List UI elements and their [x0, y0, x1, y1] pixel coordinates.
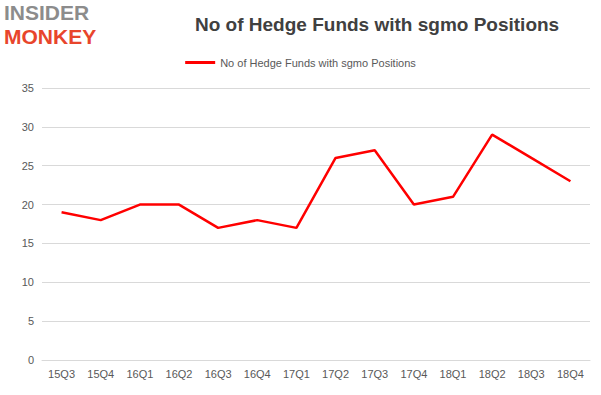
svg-text:15Q4: 15Q4 — [87, 368, 114, 380]
svg-text:17Q1: 17Q1 — [283, 368, 310, 380]
svg-text:16Q4: 16Q4 — [244, 368, 271, 380]
svg-text:17Q2: 17Q2 — [322, 368, 349, 380]
svg-text:INSIDER: INSIDER — [4, 1, 89, 24]
svg-text:30: 30 — [22, 121, 34, 133]
svg-text:18Q4: 18Q4 — [557, 368, 584, 380]
svg-text:No of Hedge Funds with sgmo Po: No of Hedge Funds with sgmo Positions — [195, 14, 559, 35]
svg-text:20: 20 — [22, 199, 34, 211]
svg-text:18Q2: 18Q2 — [479, 368, 506, 380]
svg-text:16Q2: 16Q2 — [166, 368, 193, 380]
svg-text:15: 15 — [22, 237, 34, 249]
svg-text:35: 35 — [22, 82, 34, 94]
svg-text:16Q3: 16Q3 — [205, 368, 232, 380]
svg-text:17Q3: 17Q3 — [361, 368, 388, 380]
svg-text:15Q3: 15Q3 — [48, 368, 75, 380]
svg-text:MONKEY: MONKEY — [4, 25, 96, 48]
svg-text:16Q1: 16Q1 — [126, 368, 153, 380]
svg-text:10: 10 — [22, 276, 34, 288]
svg-text:17Q4: 17Q4 — [400, 368, 427, 380]
svg-text:25: 25 — [22, 160, 34, 172]
svg-text:18Q1: 18Q1 — [440, 368, 467, 380]
svg-text:5: 5 — [28, 315, 34, 327]
svg-text:18Q3: 18Q3 — [518, 368, 545, 380]
svg-text:No of Hedge Funds with sgmo Po: No of Hedge Funds with sgmo Positions — [220, 57, 416, 69]
svg-text:0: 0 — [28, 354, 34, 366]
